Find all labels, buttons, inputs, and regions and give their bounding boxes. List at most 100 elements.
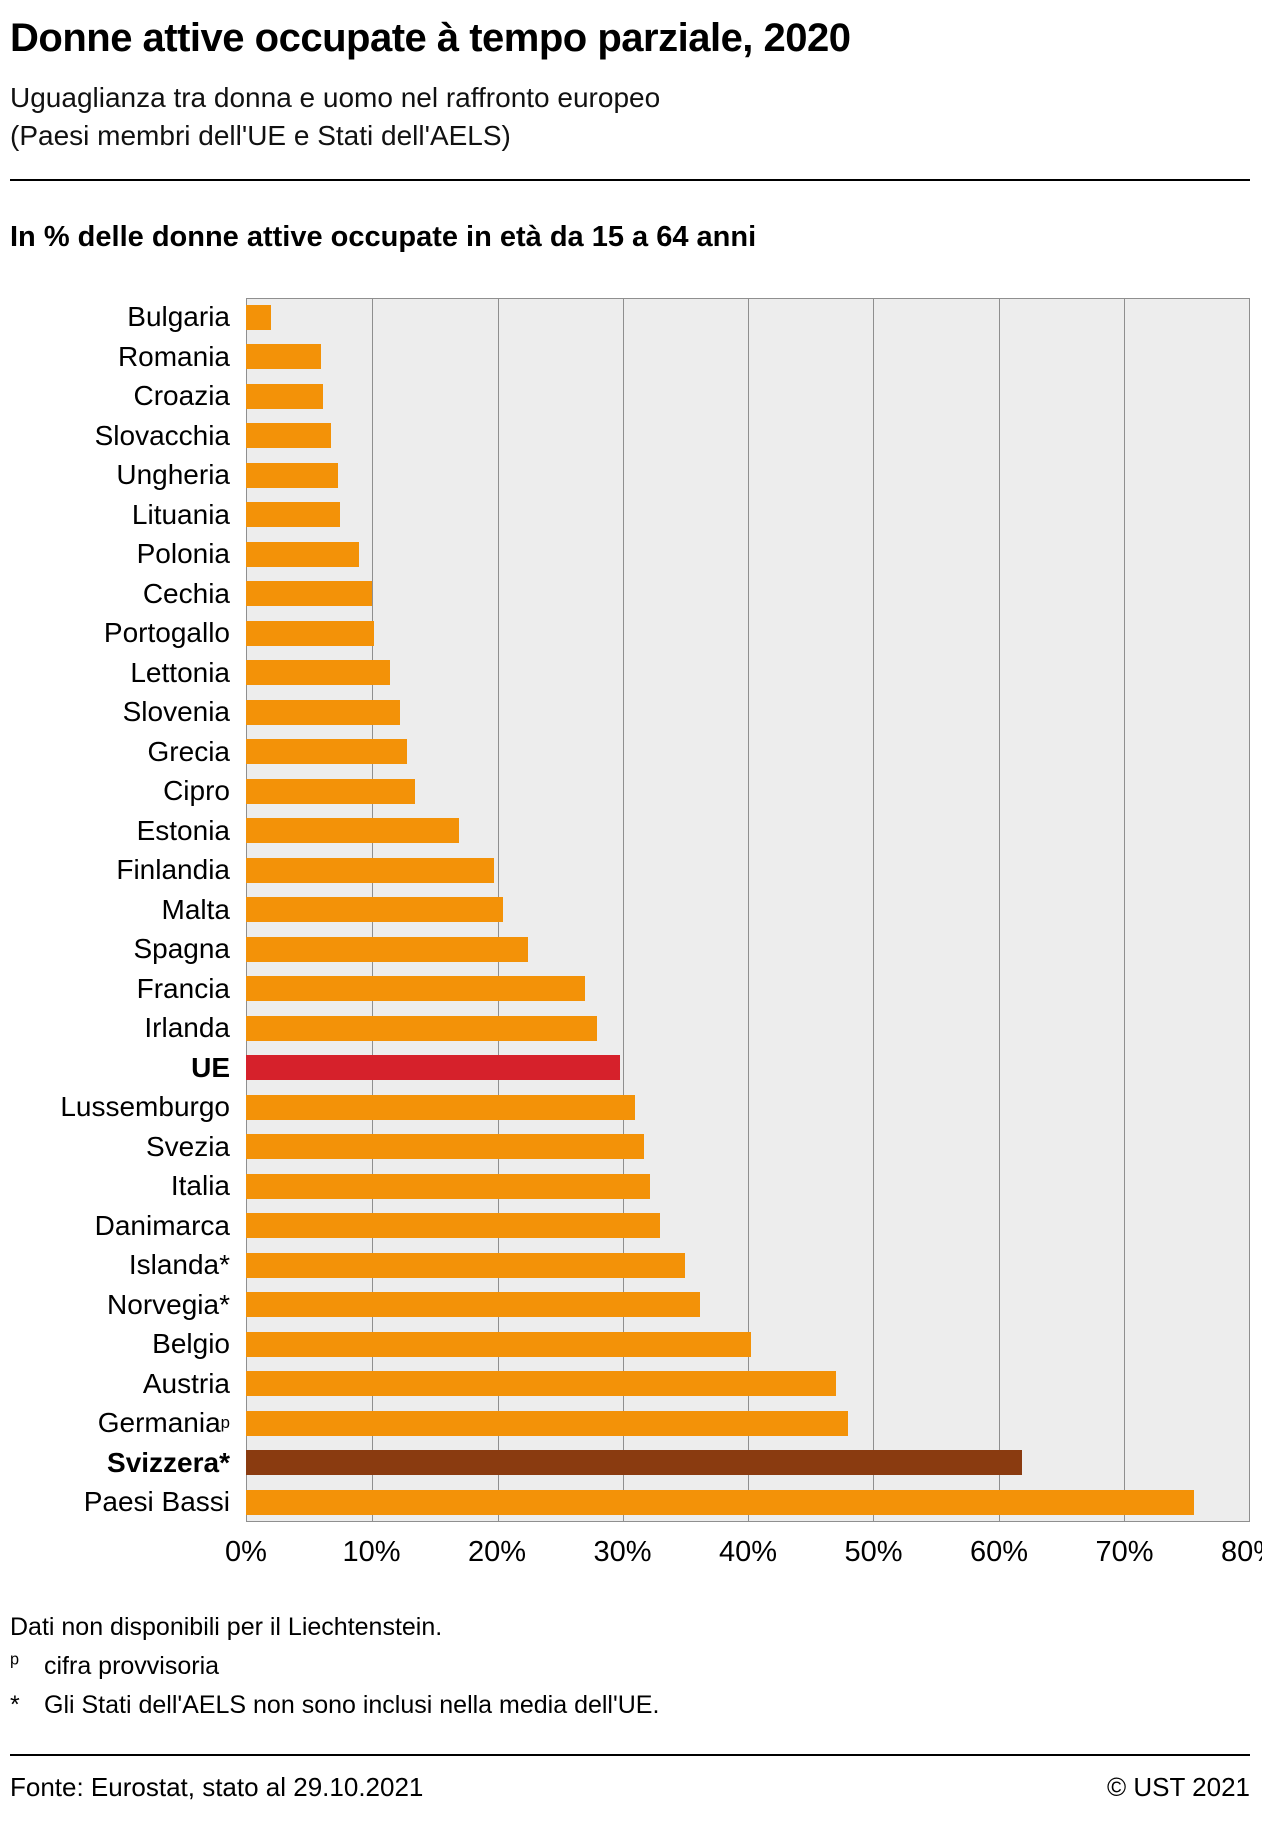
bar-track bbox=[246, 1404, 1250, 1444]
category-label: Lituania bbox=[131, 498, 230, 530]
bar-track bbox=[246, 1285, 1250, 1325]
chart-row: Svezia bbox=[10, 1127, 1250, 1167]
footnote-text: Dati non disponibili per il Liechtenstei… bbox=[10, 1613, 443, 1642]
bar-chart: Bulgaria Romania Croazia Slovacchia Ungheria… bbox=[10, 297, 1250, 1523]
bar-track bbox=[246, 890, 1250, 930]
chart-row: UE bbox=[10, 1048, 1250, 1088]
category-label: Slovacchia bbox=[94, 419, 230, 451]
bar bbox=[246, 304, 272, 330]
bar-track bbox=[246, 930, 1250, 970]
bar bbox=[246, 976, 585, 1002]
bar bbox=[246, 1094, 636, 1120]
chart-rows: Bulgaria Romania Croazia Slovacchia Ungheria… bbox=[10, 298, 1250, 1523]
bar-track bbox=[246, 1009, 1250, 1049]
chart-row: Croazia bbox=[10, 377, 1250, 417]
chart-row: Danimarca bbox=[10, 1206, 1250, 1246]
category-label: Belgio bbox=[152, 1328, 230, 1360]
subtitle-line-2: (Paesi membri dell'UE e Stati dell'AELS) bbox=[10, 119, 511, 151]
category-label: Italia bbox=[170, 1170, 230, 1202]
bar bbox=[246, 1371, 836, 1397]
bar-track bbox=[246, 337, 1250, 377]
category-label: UE bbox=[191, 1051, 230, 1083]
bar bbox=[246, 1015, 598, 1041]
x-tick-label: 10% bbox=[342, 1536, 401, 1569]
bar bbox=[246, 778, 416, 804]
chart-row: Spagna bbox=[10, 930, 1250, 970]
bar bbox=[246, 423, 332, 449]
chart-row: Belgio bbox=[10, 1325, 1250, 1365]
x-tick-label: 80% bbox=[1220, 1536, 1262, 1569]
footnote-line: p cifra provvisoria bbox=[10, 1647, 1250, 1686]
x-tick-label: 40% bbox=[718, 1536, 778, 1569]
category-label: Austria bbox=[142, 1367, 230, 1399]
bar bbox=[246, 739, 407, 765]
category-label: Croazia bbox=[133, 380, 230, 412]
bar-track bbox=[246, 377, 1250, 417]
chart-row: Germania p bbox=[10, 1404, 1250, 1444]
bar bbox=[246, 1331, 751, 1357]
copyright-text: © UST 2021 bbox=[1107, 1772, 1250, 1803]
bar bbox=[246, 462, 338, 488]
bar-track bbox=[246, 811, 1250, 851]
bar-track bbox=[246, 1167, 1250, 1207]
bar-track bbox=[246, 298, 1250, 338]
bar bbox=[246, 660, 391, 686]
category-label: Lussemburgo bbox=[60, 1091, 230, 1123]
chart-row: Lituania bbox=[10, 495, 1250, 535]
chart-title: In % delle donne attive occupate in età … bbox=[10, 220, 757, 253]
subtitle-line-1: Uguaglianza tra donna e uomo nel raffron… bbox=[10, 82, 661, 113]
footnote-line: * Gli Stati dell'AELS non sono inclusi n… bbox=[10, 1686, 1250, 1725]
bar bbox=[246, 344, 322, 370]
gridline bbox=[998, 298, 1000, 1522]
x-tick-label: 30% bbox=[593, 1536, 652, 1569]
category-label: Portogallo bbox=[103, 617, 230, 649]
chart-row: Norvegia* bbox=[10, 1285, 1250, 1325]
bar-track bbox=[246, 1443, 1250, 1483]
category-label: Bulgaria bbox=[127, 301, 230, 333]
gridline bbox=[622, 298, 624, 1522]
bar bbox=[246, 1450, 1022, 1476]
chart-row: Estonia bbox=[10, 811, 1250, 851]
category-label: Cechia bbox=[142, 577, 230, 609]
footer: Fonte: Eurostat, stato al 29.10.2021 © U… bbox=[10, 1754, 1250, 1803]
category-label: Danimarca bbox=[94, 1209, 230, 1241]
chart-row: Romania bbox=[10, 337, 1250, 377]
source-text: Fonte: Eurostat, stato al 29.10.2021 bbox=[10, 1772, 424, 1803]
category-label: Polonia bbox=[136, 538, 230, 570]
gridline bbox=[873, 298, 875, 1522]
bar bbox=[246, 857, 495, 883]
chart-row: Irlanda bbox=[10, 1009, 1250, 1049]
bar bbox=[246, 1292, 701, 1318]
gridline bbox=[748, 298, 749, 1522]
bar-track bbox=[246, 1246, 1250, 1286]
footnote-line: Dati non disponibili per il Liechtenstei… bbox=[10, 1608, 1250, 1647]
bar-track bbox=[246, 693, 1250, 733]
bar bbox=[246, 502, 341, 528]
bar-track bbox=[246, 416, 1250, 456]
bar bbox=[246, 936, 529, 962]
chart-row: Cechia bbox=[10, 574, 1250, 614]
bar bbox=[246, 1134, 644, 1160]
chart-row: Bulgaria bbox=[10, 298, 1250, 338]
bar-track bbox=[246, 1483, 1250, 1523]
footnote-text: cifra provvisoria bbox=[44, 1651, 220, 1680]
chart-row: Francia bbox=[10, 969, 1250, 1009]
x-axis: 0% 10% 20% 30% 40% 50% 60% 70% 80% bbox=[225, 1522, 1262, 1574]
category-label: Finlandia bbox=[116, 854, 230, 886]
chart-row: Slovacchia bbox=[10, 416, 1250, 456]
bar bbox=[246, 1213, 661, 1239]
bar-track bbox=[246, 574, 1250, 614]
bar-track bbox=[246, 851, 1250, 891]
category-label: Lettonia bbox=[130, 656, 230, 688]
category-label: Islanda* bbox=[128, 1249, 230, 1281]
chart-row: Italia bbox=[10, 1167, 1250, 1207]
category-label: Malta bbox=[161, 893, 230, 925]
x-tick-label: 50% bbox=[844, 1536, 903, 1569]
footnote-marker: p bbox=[10, 1650, 20, 1669]
category-label: Norvegia* bbox=[107, 1288, 230, 1320]
category-label: Germania p bbox=[97, 1407, 230, 1439]
footnote-marker: * bbox=[10, 1690, 20, 1719]
bar bbox=[246, 383, 323, 409]
chart-row: Islanda* bbox=[10, 1246, 1250, 1286]
bar-track bbox=[246, 535, 1250, 575]
